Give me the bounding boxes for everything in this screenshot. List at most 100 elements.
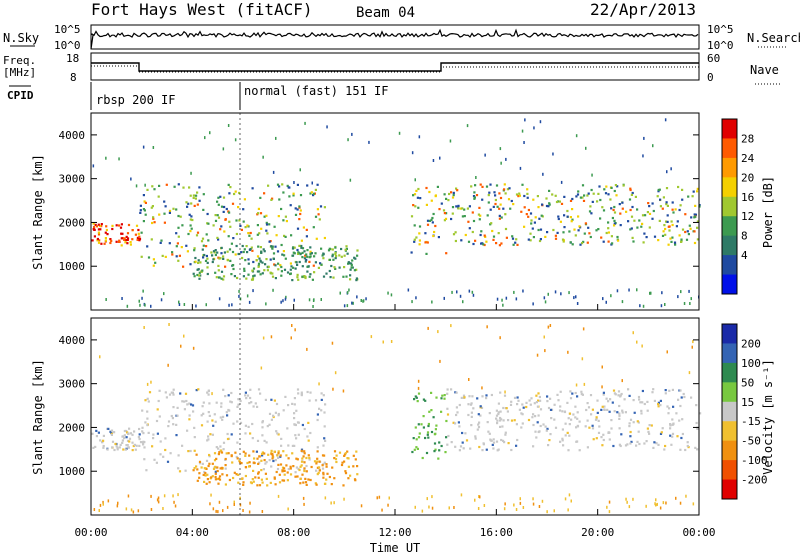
velocity-noise <box>546 510 548 514</box>
velocity-noise <box>99 503 102 507</box>
velocity-echo <box>139 441 143 444</box>
velocity-echo <box>509 403 513 406</box>
velocity-echo <box>459 445 463 448</box>
power-echo <box>99 224 102 228</box>
power-echo <box>185 201 188 204</box>
power-echo <box>686 230 689 233</box>
power-echo <box>105 225 108 228</box>
velocity-echo <box>296 388 300 391</box>
velocity-noise <box>93 508 96 511</box>
velocity-echo <box>542 423 545 426</box>
velocity-echo <box>537 399 540 402</box>
power-echo <box>263 192 266 195</box>
power-echo <box>636 226 639 229</box>
velocity-echo <box>640 412 643 415</box>
velocity-echo <box>617 394 620 397</box>
power-noise <box>346 304 349 308</box>
velocity-echo <box>323 437 326 440</box>
power-echo <box>590 188 593 192</box>
power-noise <box>262 155 264 159</box>
power-echo <box>473 191 476 194</box>
power-echo <box>242 250 245 254</box>
power-echo <box>581 242 584 245</box>
velocity-echo <box>123 437 126 440</box>
velocity-echo <box>434 428 437 431</box>
power-noise <box>163 292 165 296</box>
power-echo <box>303 250 306 253</box>
cpid-mode-1: rbsp 200 IF <box>96 93 175 107</box>
velocity-echo <box>146 397 149 400</box>
power-echo <box>151 221 154 225</box>
power-echo <box>218 276 221 279</box>
power-echo <box>629 208 632 212</box>
power-echo <box>349 268 352 271</box>
velocity-noise <box>306 347 308 351</box>
velocity-echo <box>546 427 549 430</box>
freq-tick-top: 18 <box>66 52 79 65</box>
power-noise <box>118 157 120 161</box>
velocity-echo <box>236 420 239 423</box>
velocity-echo <box>550 417 553 420</box>
velocity-echo <box>482 442 485 445</box>
power-noise <box>439 156 441 160</box>
velocity-echo <box>424 399 427 402</box>
velocity-echo <box>496 449 499 452</box>
velocity-noise <box>625 497 627 501</box>
power-echo <box>696 238 699 241</box>
nsearch-top-tick: 10^5 <box>707 23 734 36</box>
velocity-echo <box>606 408 609 411</box>
power-noise <box>320 298 322 301</box>
velocity-echo <box>454 422 457 425</box>
velocity-echo <box>344 470 347 473</box>
power-noise <box>688 289 690 293</box>
power-echo <box>271 272 274 275</box>
power-echo <box>247 232 250 235</box>
velocity-echo <box>441 394 444 397</box>
velocity-noise <box>233 500 235 504</box>
velocity-echo <box>300 393 303 396</box>
power-noise <box>142 289 144 293</box>
power-echo <box>322 257 325 260</box>
power-echo <box>296 183 299 186</box>
velocity-noise <box>107 499 110 503</box>
power-echo <box>631 205 634 209</box>
velocity-echo <box>489 438 492 441</box>
velocity-echo <box>289 473 293 476</box>
power-echo <box>331 248 334 251</box>
velocity-noise <box>387 503 389 507</box>
power-echo <box>152 258 155 261</box>
power-echo <box>673 241 677 244</box>
power-echo <box>153 188 156 191</box>
power-echo <box>333 266 336 269</box>
station-title: Fort Hays West (fitACF) <box>91 0 313 19</box>
velocity-echo <box>446 443 449 446</box>
power-echo <box>214 253 217 257</box>
velocity-echo <box>499 410 502 413</box>
power-colorbar-tick: 28 <box>741 132 754 145</box>
power-colorbar-swatch <box>722 157 737 178</box>
power-echo <box>296 248 299 252</box>
power-echo <box>410 215 414 218</box>
velocity-echo <box>214 470 217 473</box>
power-echo <box>451 196 455 199</box>
velocity-echo <box>513 396 517 399</box>
velocity-noise <box>291 324 293 327</box>
power-echo <box>338 266 341 269</box>
power-echo <box>345 245 348 248</box>
power-echo <box>290 265 293 268</box>
power-echo <box>277 215 280 218</box>
velocity-echo <box>107 427 110 430</box>
velocity-echo <box>500 418 503 421</box>
power-echo <box>588 232 591 235</box>
power-echo <box>329 276 332 279</box>
power-echo <box>667 243 670 246</box>
velocity-echo <box>636 420 639 423</box>
velocity-echo <box>230 391 233 395</box>
power-echo <box>136 238 139 241</box>
velocity-noise <box>215 509 217 513</box>
velocity-echo <box>235 473 238 476</box>
velocity-noise <box>117 501 119 505</box>
velocity-echo <box>293 412 296 415</box>
velocity-noise <box>549 324 552 327</box>
